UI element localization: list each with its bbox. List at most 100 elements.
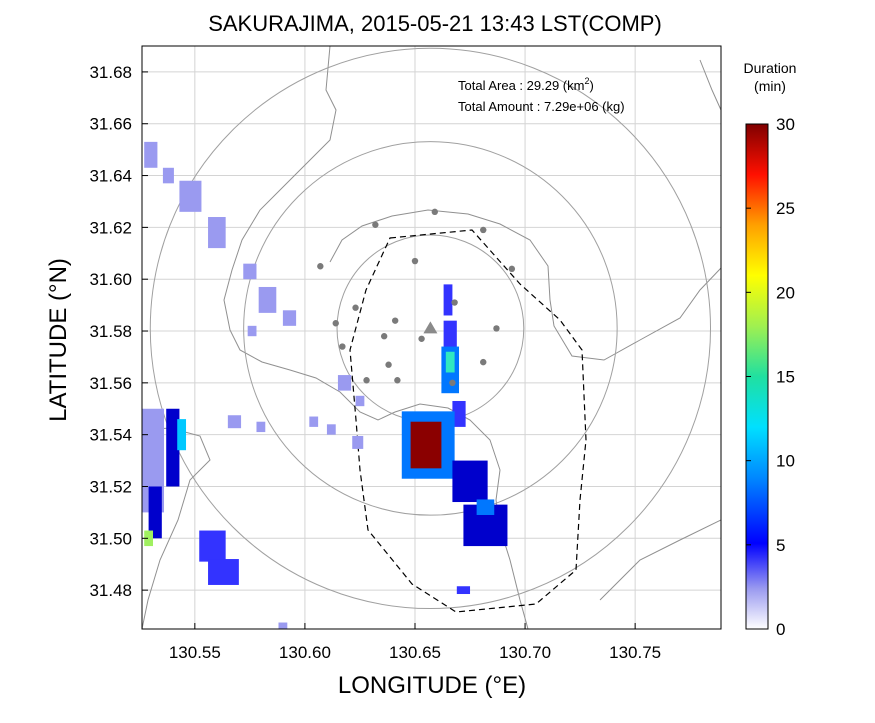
deposit-cell [326, 424, 336, 435]
deposit-cell [208, 217, 226, 249]
range-rings [149, 47, 712, 610]
y-tick-label: 31.58 [89, 322, 132, 341]
colorbar-title-line2: (min) [754, 78, 786, 94]
y-tick-label: 31.54 [89, 426, 132, 445]
station-marker [418, 335, 425, 342]
colorbar-ticks: 30 25 20 15 10 5 0 [746, 115, 795, 639]
colorbar-tick-label: 15 [776, 368, 795, 387]
deposit-cell [256, 421, 266, 433]
deposit-cell [144, 530, 154, 547]
deposit-cell [278, 622, 288, 629]
hazard-boundary [349, 229, 587, 613]
station-marker [372, 221, 379, 228]
x-tick-label: 130.70 [499, 643, 551, 662]
chart-title: SAKURAJIMA, 2015-05-21 13:43 LST(COMP) [208, 11, 662, 36]
y-tick-label: 31.66 [89, 115, 132, 134]
deposit-cell [179, 180, 202, 212]
deposit-cell [166, 408, 180, 487]
y-ticks: 31.68 31.66 31.64 31.62 31.60 31.58 31.56 31.54… [89, 63, 148, 600]
station-marker [380, 333, 388, 340]
deposit-cell [247, 325, 257, 337]
deposit-cell [162, 167, 174, 184]
station-marker [352, 304, 359, 311]
deposit-cell [445, 351, 455, 373]
colorbar-tick-label: 25 [776, 199, 795, 218]
y-tick-label: 31.62 [89, 218, 132, 237]
colorbar-tick-label: 5 [776, 536, 785, 555]
plot-area [142, 46, 721, 629]
station-marker [391, 317, 399, 324]
station-marker [480, 226, 487, 234]
deposit-cell [443, 320, 457, 352]
ash-deposit-cells [142, 141, 508, 629]
deposit-cell [337, 375, 352, 391]
deposit-cell [177, 419, 187, 451]
colorbar-title-line1: Duration [744, 60, 797, 76]
total-amount-text: Total Amount : 7.29e+06 (kg) [458, 99, 625, 114]
deposit-cell [476, 499, 495, 515]
deposit-cell [443, 284, 453, 316]
deposit-cell [456, 586, 471, 595]
y-axis-label: LATITUDE (°N) [45, 258, 72, 422]
x-tick-label: 130.65 [389, 643, 441, 662]
colorbar-tick-label: 10 [776, 452, 795, 471]
colorbar-tick-label: 20 [776, 283, 795, 302]
deposit-cell [258, 286, 277, 313]
station-marker [394, 377, 401, 384]
station-markers [317, 208, 516, 387]
y-tick-label: 31.50 [89, 529, 132, 548]
colorbar-tick-label: 30 [776, 115, 795, 134]
deposit-cell [208, 559, 239, 585]
station-marker [480, 358, 487, 366]
x-tick-label: 130.55 [169, 643, 221, 662]
station-marker [339, 343, 346, 350]
range-ring [243, 141, 618, 516]
station-marker [385, 361, 392, 368]
deposit-cell [452, 400, 466, 427]
y-tick-label: 31.48 [89, 581, 132, 600]
deposit-cell [227, 415, 242, 429]
deposit-cell [144, 141, 158, 168]
plot-frame [141, 45, 722, 630]
colorbar: Duration (min) 30 25 20 15 10 5 0 [744, 60, 797, 639]
y-tick-label: 31.64 [89, 167, 132, 186]
coastline [142, 46, 721, 629]
y-tick-label: 31.52 [89, 477, 132, 496]
station-marker [508, 265, 516, 273]
deposit-cell [452, 460, 488, 503]
x-tick-label: 130.75 [609, 643, 661, 662]
summary-text: Total Area : 29.29 (km2) Total Amount : … [458, 76, 625, 114]
deposit-cell [309, 416, 319, 427]
station-marker [493, 325, 500, 332]
x-tick-label: 130.60 [279, 643, 331, 662]
total-area-text: Total Area : 29.29 (km2) [458, 76, 594, 93]
station-marker [363, 377, 370, 384]
deposit-cell [410, 421, 442, 469]
range-ring [149, 47, 712, 610]
station-marker [449, 379, 456, 387]
colorbar-tick-label: 0 [776, 620, 785, 639]
station-marker [317, 263, 324, 270]
deposit-cell [282, 310, 297, 326]
x-axis-label: LONGITUDE (°E) [338, 672, 526, 699]
y-tick-label: 31.60 [89, 270, 132, 289]
station-marker [451, 299, 458, 306]
deposit-cell [243, 263, 257, 280]
station-marker [332, 320, 339, 327]
deposit-cell [355, 395, 365, 407]
volcano-vent-marker [423, 321, 438, 334]
y-tick-label: 31.56 [89, 374, 132, 393]
total-area-close: ) [589, 78, 593, 93]
x-ticks: 130.55 130.60 130.65 130.70 130.75 [169, 623, 661, 662]
deposit-cell [199, 530, 226, 562]
station-marker [411, 257, 419, 265]
total-area-label: Total Area : 29.29 (km [458, 78, 584, 93]
vent-triangle [423, 321, 438, 334]
y-tick-label: 31.68 [89, 63, 132, 82]
deposit-cell [352, 435, 364, 449]
deposit-cell [148, 486, 162, 539]
station-marker [431, 208, 439, 216]
total-area-sup: 2 [584, 76, 589, 86]
